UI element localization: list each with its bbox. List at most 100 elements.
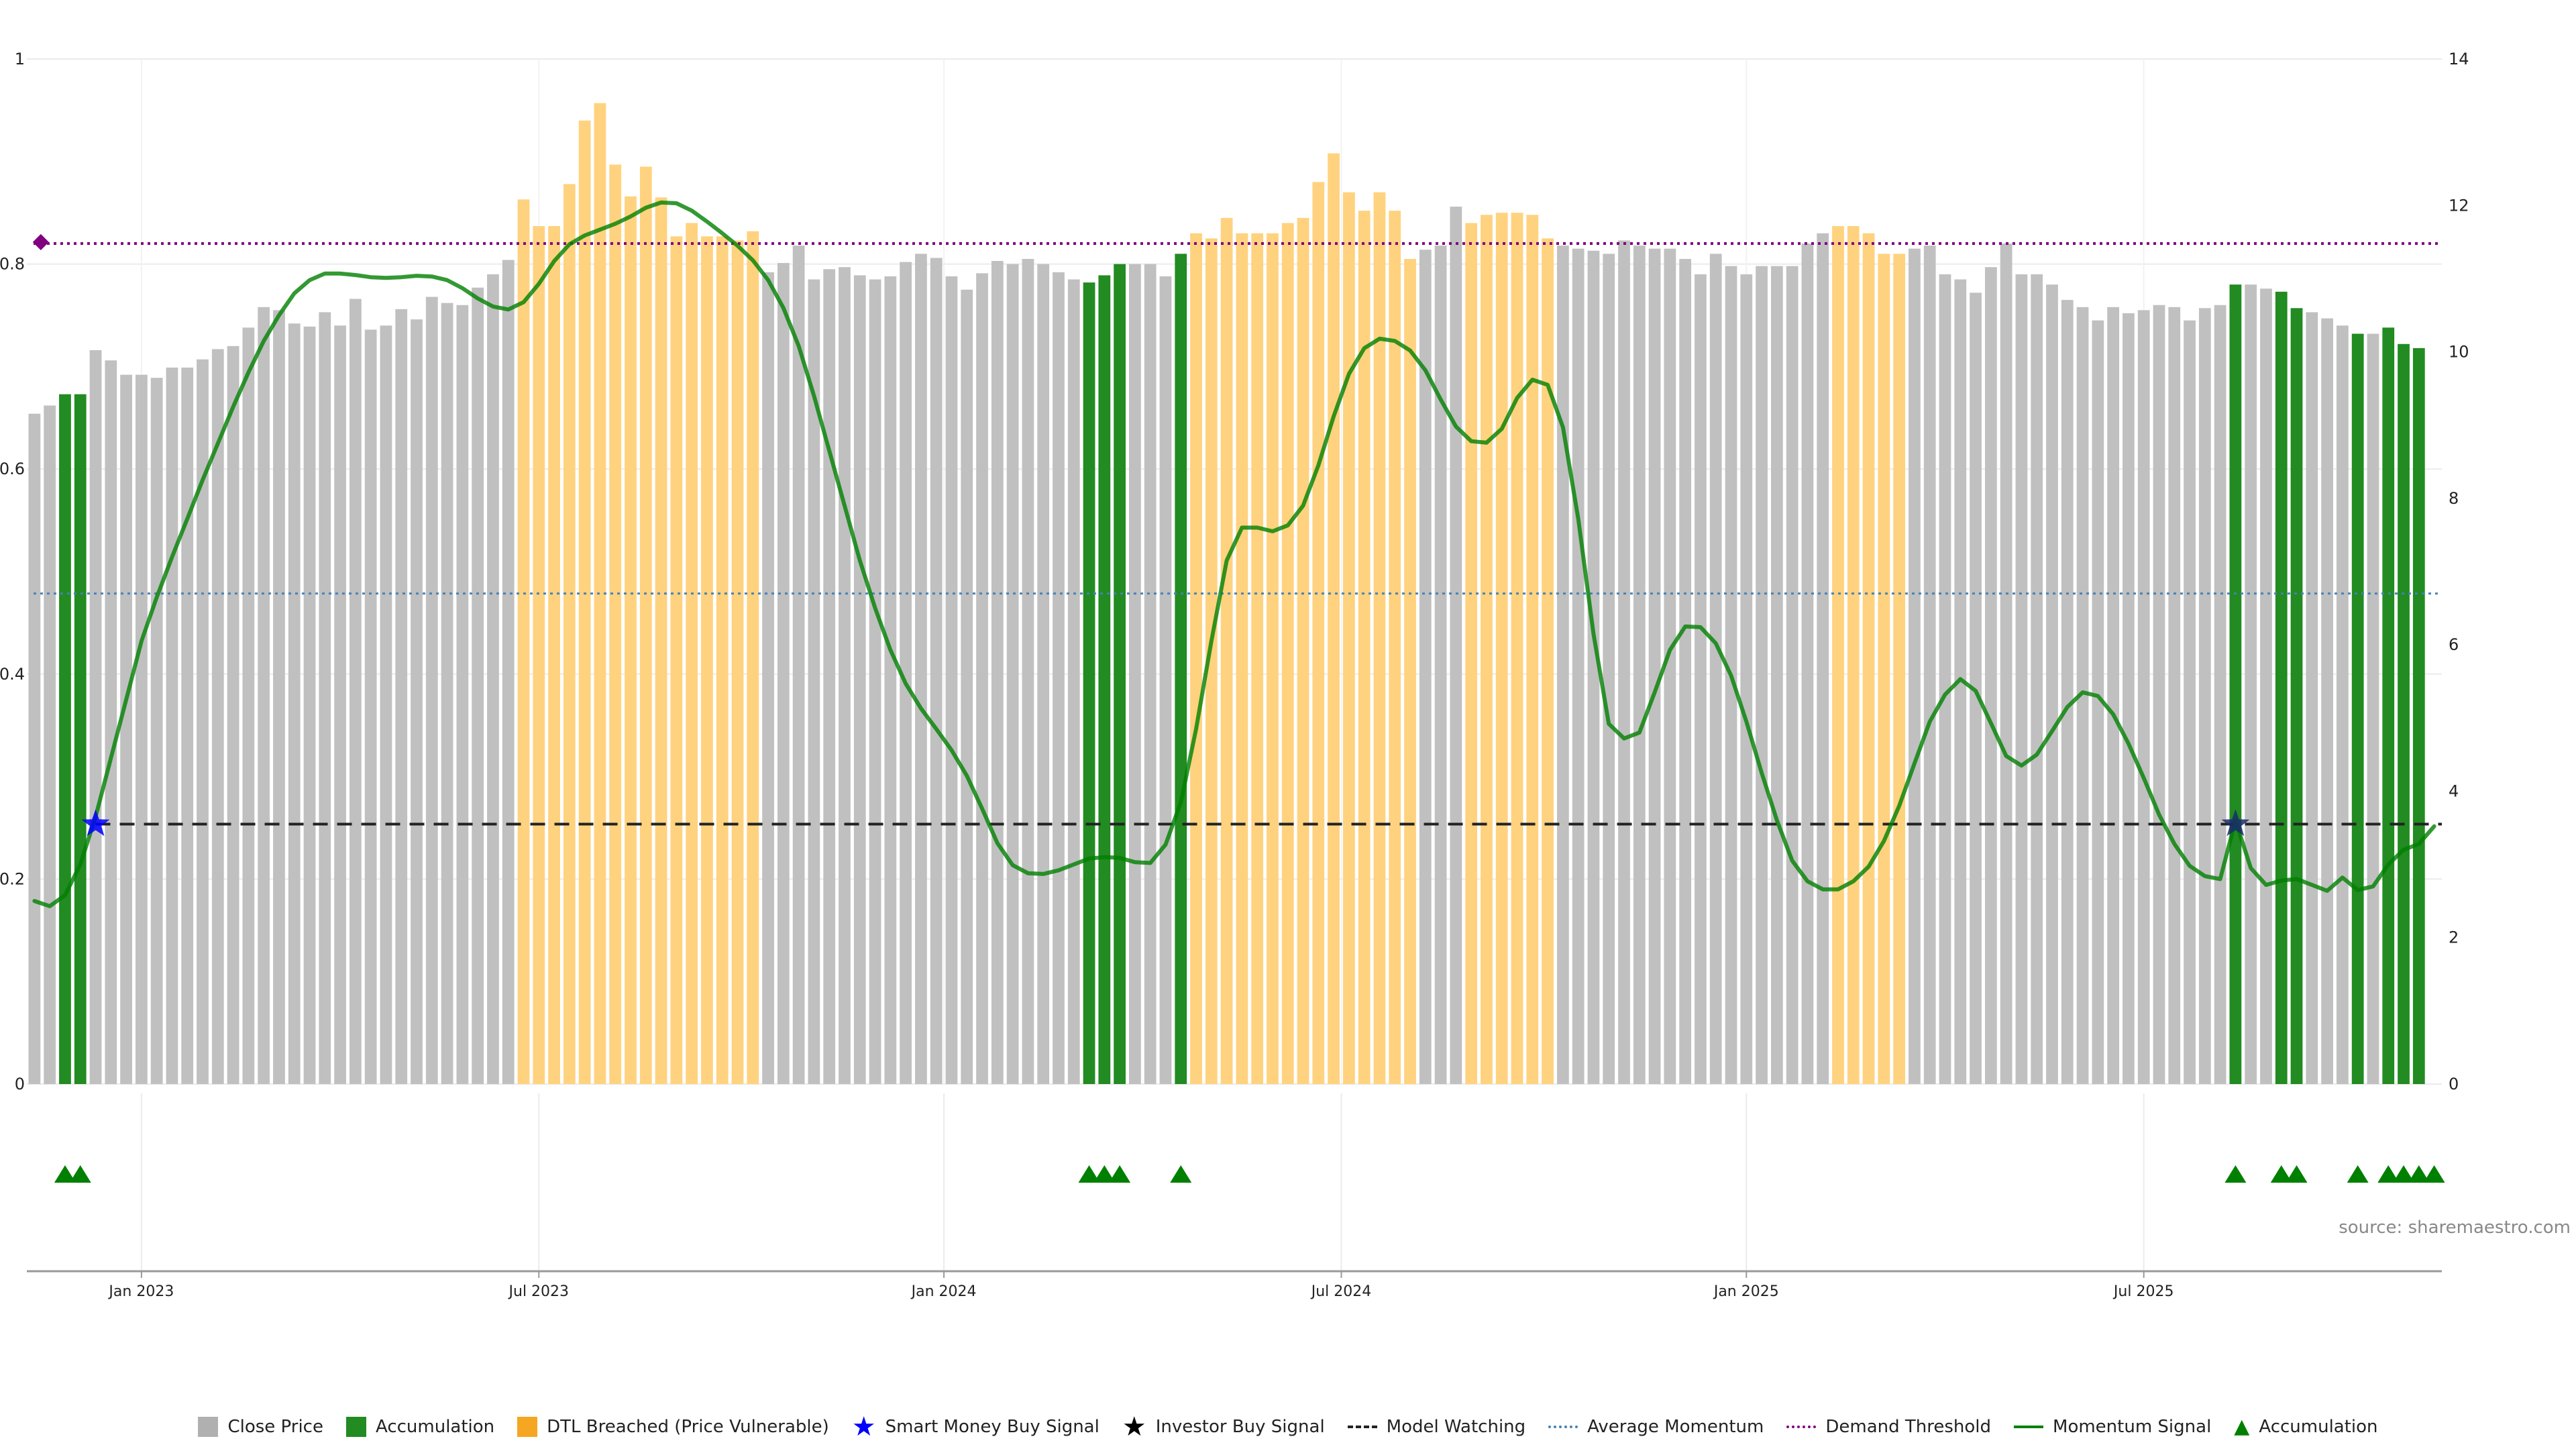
close-price-bar	[1770, 266, 1783, 1084]
accumulation-triangle	[69, 1165, 91, 1183]
close-price-bar	[1923, 246, 1936, 1085]
close-price-bar	[456, 305, 469, 1085]
accumulation-bar	[74, 394, 87, 1084]
dtl-breached-bar	[609, 164, 622, 1084]
legend-item: ▲ Accumulation	[2234, 1417, 2378, 1438]
close-price-bar	[1419, 250, 1432, 1084]
close-price-bar	[1556, 246, 1569, 1085]
date-tick-label: Jan 2025	[1713, 1283, 1779, 1300]
legend-swatch	[1347, 1426, 1377, 1428]
accumulation-triangle	[2224, 1165, 2247, 1183]
close-price-bar	[1786, 266, 1799, 1084]
close-price-bar	[1144, 264, 1157, 1085]
right-axis-tick-label: 8	[2449, 489, 2459, 508]
close-price-bar	[1450, 207, 1462, 1085]
close-price-bar	[2153, 305, 2165, 1085]
legend-swatch	[1548, 1426, 1578, 1428]
dtl-breached-bar	[1297, 217, 1309, 1085]
close-price-bar	[150, 378, 163, 1084]
legend-item: Demand Threshold	[1786, 1417, 1991, 1437]
legend-label: Close Price	[227, 1417, 323, 1437]
close-price-bar	[1022, 258, 1034, 1085]
date-tick-label: Jan 2024	[910, 1283, 977, 1300]
close-price-bar	[1067, 279, 1080, 1084]
left-axis-tick-label: 0.6	[0, 460, 25, 478]
close-price-bar	[777, 263, 790, 1084]
accumulation-bar	[1083, 282, 1095, 1084]
legend-item: DTL Breached (Price Vulnerable)	[517, 1417, 829, 1437]
right-axis-tick-label: 2	[2449, 928, 2459, 947]
close-price-bar	[411, 319, 423, 1084]
dtl-breached-bar	[594, 103, 606, 1085]
close-price-bar	[869, 279, 881, 1084]
close-price-bar	[945, 276, 958, 1084]
accumulation-triangle	[2408, 1165, 2430, 1183]
investor-buy-star	[2221, 809, 2250, 837]
close-price-bar	[2123, 313, 2135, 1085]
close-price-bar	[227, 345, 239, 1084]
legend-label: Model Watching	[1386, 1417, 1526, 1437]
momentum-signal-line	[32, 200, 2436, 908]
close-price-bar	[2367, 333, 2379, 1084]
close-price-bar	[1664, 248, 1676, 1085]
dtl-breached-bar	[625, 196, 637, 1085]
close-price-bar	[2260, 288, 2272, 1085]
close-price-bar	[1587, 250, 1600, 1085]
dtl-breached-bar	[1281, 223, 1294, 1085]
close-price-bar	[89, 350, 102, 1084]
dtl-breached-bar	[747, 231, 759, 1085]
dtl-breached-bar	[1526, 215, 1539, 1085]
legend-label: Smart Money Buy Signal	[885, 1417, 1099, 1437]
close-price-bar	[1709, 254, 1722, 1084]
right-axis-tick-label: 10	[2449, 343, 2469, 362]
dtl-breached-bar	[701, 236, 713, 1084]
close-price-bar	[2198, 308, 2211, 1085]
close-price-bar	[1618, 240, 1630, 1084]
close-price-bar	[2046, 284, 2058, 1084]
close-price-bar	[762, 272, 774, 1085]
close-price-bar	[1434, 246, 1447, 1085]
accumulation-bar	[2275, 291, 2288, 1085]
close-price-bar	[1572, 248, 1585, 1085]
legend-label: Accumulation	[2259, 1417, 2378, 1437]
date-tick-label: Jul 2025	[2112, 1283, 2174, 1300]
close-price-bar	[2321, 318, 2333, 1085]
dtl-breached-bar	[1312, 182, 1325, 1084]
left-axis-tick-label: 0.8	[0, 255, 25, 274]
dtl-breached-bar	[1511, 213, 1523, 1085]
legend-swatch	[198, 1417, 219, 1437]
date-tick-label: Jul 2024	[1310, 1283, 1372, 1300]
legend-item: Momentum Signal	[2014, 1417, 2211, 1437]
close-price-bar	[395, 309, 408, 1084]
legend-item: Model Watching	[1347, 1417, 1526, 1437]
accumulation-triangle	[1078, 1165, 1100, 1183]
accumulation-triangle	[1093, 1165, 1116, 1183]
close-price-bar	[288, 323, 301, 1084]
close-price-bar	[1817, 233, 1829, 1084]
legend-label: Investor Buy Signal	[1155, 1417, 1325, 1437]
close-price-bar	[2092, 320, 2104, 1084]
dtl-breached-bar	[1251, 233, 1264, 1084]
close-price-bar	[1129, 264, 1141, 1085]
dtl-breached-bar	[1205, 238, 1218, 1084]
accumulation-triangle	[1170, 1165, 1192, 1183]
close-price-bar	[2015, 274, 2028, 1084]
dtl-breached-bar	[1465, 223, 1478, 1085]
close-price-bar	[2245, 284, 2257, 1084]
right-axis-tick-label: 0	[2449, 1075, 2459, 1093]
close-price-bar	[181, 367, 194, 1084]
price-bars	[28, 103, 2425, 1085]
legend-item: Close Price	[198, 1417, 323, 1437]
legend-swatch	[345, 1417, 366, 1437]
legend-item: Accumulation	[345, 1417, 494, 1437]
close-price-bar	[364, 329, 377, 1085]
legend-label: Demand Threshold	[1825, 1417, 1992, 1437]
dtl-breached-bar	[1328, 153, 1340, 1084]
dtl-breached-bar	[1862, 233, 1875, 1084]
momentum-signal	[32, 200, 2436, 908]
dtl-breached-bar	[1832, 226, 1844, 1085]
close-price-bar	[472, 287, 484, 1084]
legend-swatch	[2014, 1426, 2044, 1428]
dtl-breached-bar	[1878, 254, 1890, 1084]
accumulation-bar	[2290, 308, 2303, 1085]
